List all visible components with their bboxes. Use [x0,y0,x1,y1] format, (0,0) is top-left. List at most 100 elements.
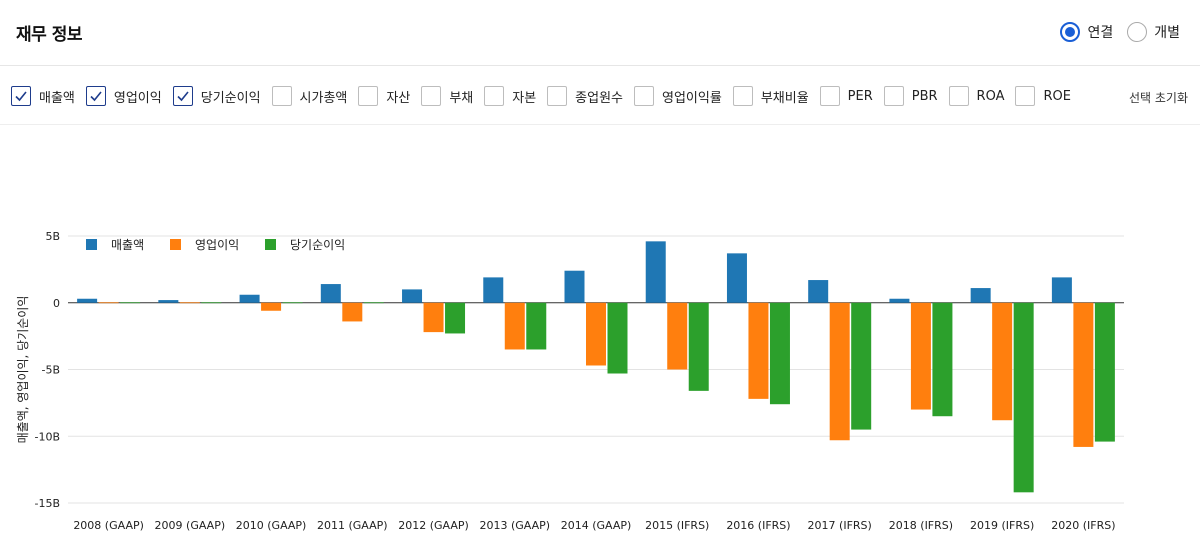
radio-separate[interactable]: 개별 [1127,22,1180,42]
filter-label: 부채비율 [760,90,809,106]
bar-operating-income [748,302,769,399]
bar-revenue [158,300,179,303]
bar-revenue [889,298,910,303]
bar-revenue [483,277,504,303]
filter-label: 영업이익률 [662,90,722,106]
bar-revenue [970,288,991,303]
bar-operating-income [504,302,525,350]
legend-swatch [170,239,181,250]
checkbox-checked-icon[interactable] [11,86,31,106]
radio-label: 개별 [1154,25,1180,41]
bar-operating-income [586,302,606,366]
y-tick-label: 0 [53,297,60,310]
filter-label: ROA [976,88,1005,104]
checkbox-empty-icon[interactable] [547,86,568,106]
checkbox-empty-icon[interactable] [819,86,840,106]
bar-net-income [120,302,141,304]
filter-label: PER [847,88,873,104]
x-tick-label: 2019 (IFRS) [970,519,1034,532]
bar-net-income [201,302,222,304]
filter-checkbox-item[interactable]: PER [819,86,873,106]
bar-operating-income [98,302,119,304]
reset-selection-button[interactable]: 선택 초기화 [1128,91,1188,105]
y-tick-label: 5B [45,230,60,243]
x-tick-label: 2009 (GAAP) [155,519,226,532]
filter-checkbox-item[interactable]: 매출액 [11,86,75,106]
filter-checkbox-item[interactable]: ROA [948,86,1005,106]
bar-operating-income [423,302,444,333]
bar-operating-income [179,302,200,304]
x-tick-label: 2011 (GAAP) [317,519,388,532]
y-axis-label: 매출액, 영업이익, 당기순이익 [16,296,30,444]
bar-net-income [932,302,953,417]
bar-operating-income [992,302,1013,421]
filter-label: 매출액 [39,90,75,106]
checkbox-empty-icon[interactable] [358,86,379,106]
filter-checkbox-item[interactable]: 당기순이익 [172,86,261,106]
checkbox-empty-icon[interactable] [484,86,505,106]
checkbox-checked-icon[interactable] [85,86,106,106]
checkbox-empty-icon[interactable] [271,86,292,106]
bar-net-income [1013,302,1034,493]
y-tick-label: -15B [34,497,60,510]
bar-operating-income [342,302,363,322]
filter-checkbox-item[interactable]: 시가총액 [271,86,347,106]
bar-revenue [564,270,585,303]
checkbox-empty-icon[interactable] [634,86,654,106]
radio-consolidated[interactable]: 연결 [1060,22,1113,42]
filter-label: 영업이익 [113,90,162,106]
financial-bar-chart: 5B 0 -5B -10B -15B 매출액, 영업이익, 당기순이익 2008 (GAAP… [16,230,1124,532]
bar-net-income [769,302,790,405]
filter-checkbox-item[interactable]: 자산 [358,86,410,106]
bar-net-income [1094,302,1115,442]
radio-label: 연결 [1087,25,1114,41]
metric-filter-bar: 매출액 영업이익 당기순이익 시가총액 자산 부채 자본 종업원수 영업이익률 부채비율 PER PB… [0,67,1200,125]
x-tick-label: 2010 (GAAP) [236,519,307,532]
filter-checkbox-item[interactable]: 부채비율 [732,86,809,106]
bar-net-income [526,302,547,350]
legend-swatch [86,239,97,250]
x-tick-label: 2008 (GAAP) [73,519,144,532]
filter-checkbox-item[interactable]: ROE [1015,86,1071,106]
legend-swatch [265,239,276,250]
checkbox-empty-icon[interactable] [421,86,442,106]
x-tick-label: 2014 (GAAP) [561,519,632,532]
bar-revenue [726,253,747,303]
consolidation-radio-group: 연결 개별 [1046,22,1180,42]
x-tick-label: 2016 (IFRS) [726,519,790,532]
radio-unselected-icon[interactable] [1127,22,1148,42]
y-tick-label: -5B [41,364,60,377]
legend-label: 당기순이익 [290,238,345,252]
radio-selected-icon[interactable] [1060,22,1081,42]
filter-label: 종업원수 [575,90,623,106]
bar-revenue [808,280,829,303]
filter-label: 자본 [512,90,537,106]
x-tick-label: 2017 (IFRS) [808,519,872,532]
filter-checkbox-item[interactable]: 부채 [421,86,473,106]
bar-operating-income [667,302,688,370]
checkbox-empty-icon[interactable] [732,86,753,106]
checkbox-empty-icon[interactable] [883,86,904,106]
bar-net-income [688,302,709,391]
checkbox-empty-icon[interactable] [1015,86,1036,106]
y-tick-label: -10B [34,430,60,443]
checkbox-checked-icon[interactable] [172,86,193,106]
bar-revenue [1051,277,1072,303]
bar-operating-income [829,302,850,441]
filter-label: ROE [1043,88,1071,104]
filter-checkbox-item[interactable]: 영업이익률 [634,86,722,106]
filter-checkbox-item[interactable]: PBR [883,86,938,106]
filter-checkbox-item[interactable]: 자본 [484,86,536,106]
x-tick-label: 2018 (IFRS) [889,519,953,532]
page-title: 재무 정보 [16,25,82,45]
x-tick-label: 2020 (IFRS) [1051,519,1115,532]
filter-checkbox-item[interactable]: 영업이익 [85,86,162,106]
bar-revenue [320,284,341,303]
filter-label: 부채 [449,90,474,106]
filter-checkbox-item[interactable]: 종업원수 [547,86,623,106]
header: 재무 정보 연결 개별 [0,0,1200,66]
bar-operating-income [1073,302,1094,447]
legend-label: 영업이익 [195,238,239,252]
checkbox-empty-icon[interactable] [948,86,969,106]
bar-net-income [445,302,466,334]
